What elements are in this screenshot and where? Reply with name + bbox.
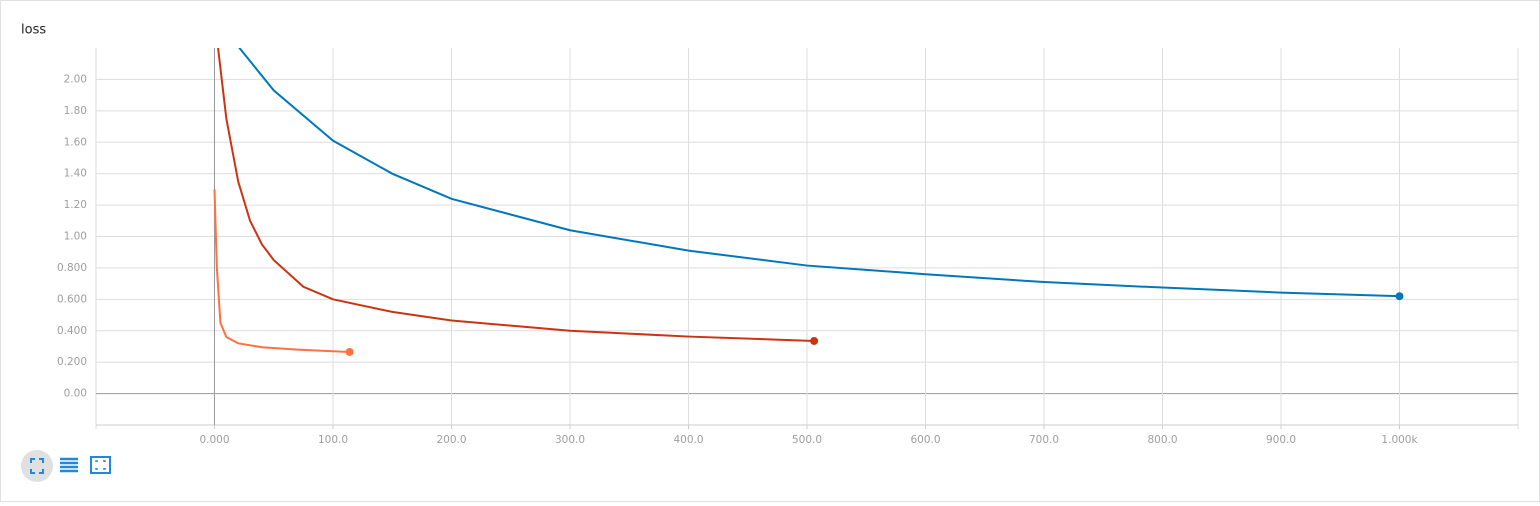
plot-area: [213, 48, 1404, 356]
x-tick-label: 700.0: [1029, 434, 1059, 446]
last-point: [810, 336, 819, 345]
fit-domain-button[interactable]: [90, 456, 111, 474]
x-tick-label: 600.0: [910, 434, 940, 446]
last-point: [345, 347, 354, 356]
x-tick-label: 200.0: [436, 434, 466, 446]
y-tick-label: 1.00: [64, 231, 87, 243]
y-tick-label: 1.40: [64, 168, 87, 180]
fit-domain-icon: [95, 460, 106, 470]
x-tick-label: 300.0: [555, 434, 585, 446]
x-tick-label: 800.0: [1147, 434, 1177, 446]
loss-line: [213, 189, 350, 353]
loss-line: [238, 48, 1400, 298]
toolbar: [21, 450, 111, 482]
y-tick-label: 1.60: [64, 136, 87, 148]
y-tick-label: 0.00: [64, 388, 87, 400]
x-tick-label: 500.0: [792, 434, 822, 446]
x-tick-label: 1.000k: [1381, 434, 1418, 446]
y-tick-label: 0.800: [57, 262, 87, 274]
fullscreen-button[interactable]: [21, 450, 53, 482]
last-point: [1395, 292, 1404, 301]
fullscreen-icon: [30, 458, 44, 474]
y-tick-label: 0.600: [57, 293, 87, 305]
y-tick-label: 1.20: [64, 199, 87, 211]
y-tick-label: 0.200: [57, 356, 87, 368]
data-selection-button[interactable]: [60, 457, 78, 473]
x-tick-label: 0.000: [199, 434, 229, 446]
y-tick-label: 1.80: [64, 105, 87, 117]
y-tick-label: 0.400: [57, 325, 87, 337]
y-tick-label: 2.00: [64, 73, 87, 85]
chart-title: loss: [21, 23, 46, 38]
x-tick-label: 400.0: [673, 434, 703, 446]
loss-line: [217, 48, 815, 342]
x-tick-label: 900.0: [1266, 434, 1296, 446]
x-tick-label: 100.0: [318, 434, 348, 446]
